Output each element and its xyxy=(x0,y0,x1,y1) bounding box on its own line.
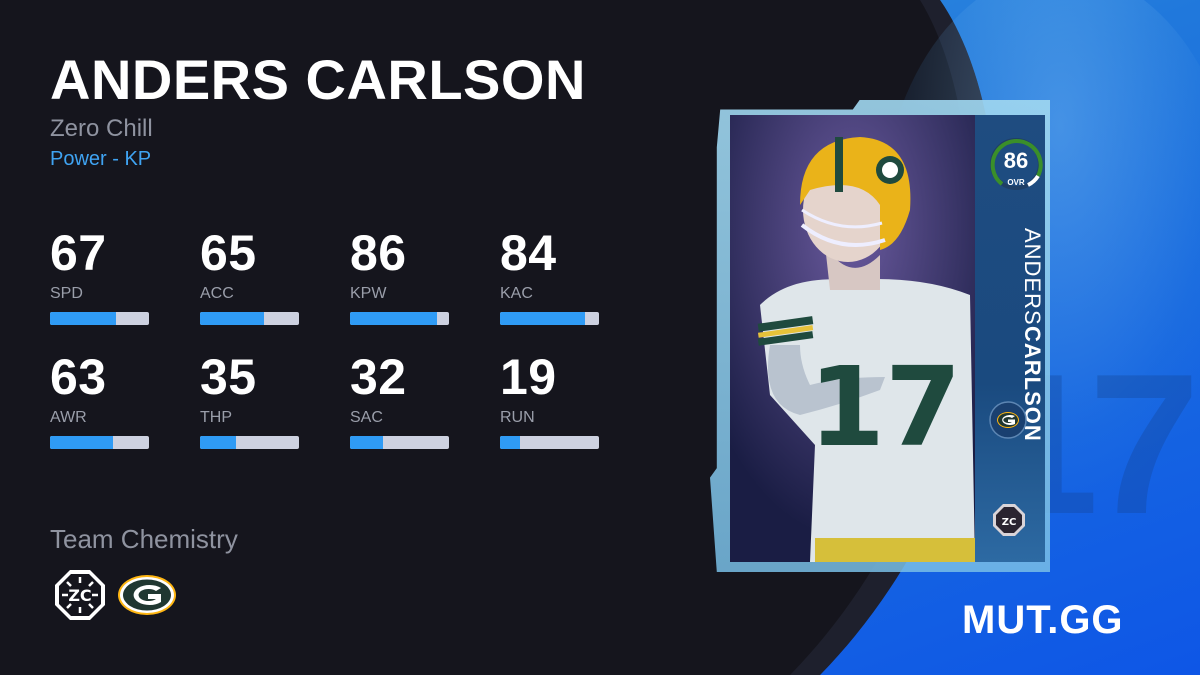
stat-kac: 84 KAC xyxy=(500,228,600,325)
stat-bar-fill xyxy=(350,312,438,325)
stat-label: RUN xyxy=(500,409,535,426)
program-name: Zero Chill xyxy=(50,115,153,142)
stat-bar xyxy=(500,436,599,449)
team-chemistry-icons: ZC xyxy=(53,568,177,622)
stat-value: 67 xyxy=(50,225,107,281)
stat-bar xyxy=(200,312,299,325)
player-name: ANDERS CARLSON xyxy=(50,48,586,111)
stat-spd: 67 SPD xyxy=(50,228,150,325)
stat-sac: 32 SAC xyxy=(350,352,450,449)
ovr-ring-icon xyxy=(990,138,1043,190)
card-player-name: ANDERS CARLSON xyxy=(983,228,1045,441)
overall-label: OVR xyxy=(1007,178,1025,187)
packers-logo-icon[interactable] xyxy=(117,574,177,616)
stat-value: 86 xyxy=(350,225,407,281)
stat-label: KAC xyxy=(500,285,533,302)
card-side-panel xyxy=(975,115,1045,562)
stat-value: 35 xyxy=(200,349,257,405)
stat-bar xyxy=(350,312,449,325)
card-program-logo-icon: ZC xyxy=(993,504,1025,536)
stat-bar-fill xyxy=(50,312,117,325)
svg-text:ZC: ZC xyxy=(68,586,91,605)
stat-value: 19 xyxy=(500,349,557,405)
player-card-photo[interactable]: 17 xyxy=(730,115,975,562)
stat-bar xyxy=(200,436,299,449)
svg-text:ZC: ZC xyxy=(1002,517,1017,528)
stat-bar-fill xyxy=(500,312,586,325)
stat-bar-fill xyxy=(350,436,383,449)
stat-awr: 63 AWR xyxy=(50,352,150,449)
svg-text:17: 17 xyxy=(808,343,961,471)
stat-value: 65 xyxy=(200,225,257,281)
stat-label: AWR xyxy=(50,409,87,426)
stat-bar-fill xyxy=(200,436,236,449)
stat-label: KPW xyxy=(350,285,387,302)
stat-bar-fill xyxy=(50,436,114,449)
stat-thp: 35 THP xyxy=(200,352,300,449)
brand-logo[interactable]: MUT.GG xyxy=(962,598,1124,642)
stat-acc: 65 ACC xyxy=(200,228,300,325)
stat-kpw: 86 KPW xyxy=(350,228,450,325)
stat-label: SPD xyxy=(50,285,83,302)
stat-bar xyxy=(50,312,149,325)
stat-bar xyxy=(350,436,449,449)
stat-bar xyxy=(50,436,149,449)
player-photo-icon: 17 xyxy=(730,115,975,562)
stat-label: THP xyxy=(200,409,232,426)
stat-bar-fill xyxy=(200,312,265,325)
stats-grid: 67 SPD 65 ACC 86 KPW 84 KAC 63 AWR 35 TH… xyxy=(50,228,610,449)
stat-label: SAC xyxy=(350,409,383,426)
zero-chill-icon[interactable]: ZC xyxy=(53,568,107,622)
stat-run: 19 RUN xyxy=(500,352,600,449)
overall-rating: 86 xyxy=(1003,148,1029,173)
team-chemistry-title: Team Chemistry xyxy=(50,524,238,554)
stat-value: 84 xyxy=(500,225,557,281)
stat-label: ACC xyxy=(200,285,234,302)
archetype-position: Power - KP xyxy=(50,148,152,170)
stat-bar xyxy=(500,312,599,325)
card-team-logo-icon xyxy=(989,401,1027,439)
stat-value: 63 xyxy=(50,349,107,405)
card-first-name: ANDERS xyxy=(1020,228,1045,326)
stat-value: 32 xyxy=(350,349,407,405)
stat-bar-fill xyxy=(500,436,520,449)
